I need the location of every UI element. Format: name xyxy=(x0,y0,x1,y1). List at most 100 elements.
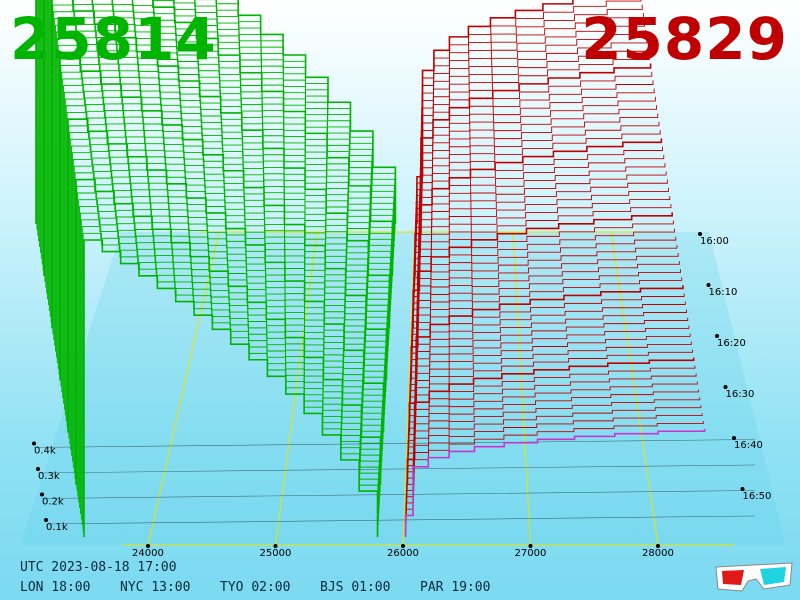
time-tick-label: 16:30 xyxy=(726,389,755,400)
ask-depth-curve xyxy=(405,397,701,514)
ask-depth-curve xyxy=(408,285,684,433)
volume-tick-marker xyxy=(44,518,48,522)
ask-depth-curve xyxy=(409,269,681,422)
price-tick-label: 24000 xyxy=(132,548,164,559)
ask-depth-curve xyxy=(408,309,687,451)
ask-depth-curve xyxy=(412,154,665,340)
volume-tick-label: 0.4k xyxy=(34,446,56,457)
ask-depth-curve xyxy=(404,429,706,537)
ask-depth-curve xyxy=(413,96,656,300)
ask-depth-curve xyxy=(411,204,672,375)
ask-depth-curve xyxy=(410,212,673,381)
price-tick-marker xyxy=(401,544,405,548)
price-tick-label: 28000 xyxy=(642,548,674,559)
ask-depth-curve xyxy=(414,71,653,282)
ask-depth-curve xyxy=(410,228,675,393)
volume-gridline xyxy=(45,515,756,525)
ask-depth-curve xyxy=(412,163,666,346)
volume-tick-marker xyxy=(40,492,44,497)
ask-depth-curve xyxy=(413,88,655,294)
ask-depth-curve xyxy=(412,146,664,335)
ask-depth-curve xyxy=(410,220,674,387)
clock-lon: LON 18:00 xyxy=(20,580,91,595)
volume-gridline xyxy=(37,464,756,474)
ask-depth-curve xyxy=(406,373,697,497)
time-tick-marker xyxy=(715,334,719,338)
ask-depth-curve xyxy=(415,38,648,259)
volume-tick-marker xyxy=(32,441,36,446)
ask-depth-curve xyxy=(409,261,680,416)
clock-bjs: BJS 01:00 xyxy=(320,580,391,595)
price-gridline xyxy=(147,231,220,546)
price-tick-marker xyxy=(528,544,533,548)
ask-depth-curve xyxy=(412,130,661,323)
ask-depth-curve xyxy=(416,0,574,224)
ask-depth-curve xyxy=(413,105,658,306)
ask-depth-curve xyxy=(411,179,668,358)
ask-depth-curve xyxy=(415,13,644,242)
time-tick-marker xyxy=(740,487,745,491)
ask-depth-curve xyxy=(406,365,696,491)
ask-depth-curve xyxy=(414,80,654,288)
ask-depth-curve xyxy=(407,333,691,468)
volume-tick-marker xyxy=(36,467,40,471)
time-tick-label: 16:40 xyxy=(734,440,763,451)
ask-depth-curve xyxy=(405,421,704,532)
ask-depth-curve xyxy=(409,253,679,410)
price-tick-label: 26000 xyxy=(387,548,419,559)
ask-depth-curve xyxy=(405,413,703,526)
time-tick-marker xyxy=(732,436,736,440)
price-tick-marker xyxy=(656,544,660,548)
clock-par: PAR 19:00 xyxy=(420,580,491,595)
ask-depth-curve xyxy=(409,244,678,404)
ask-price: 25829 xyxy=(581,5,788,73)
price-tick-label: 25000 xyxy=(260,548,292,559)
price-gridline xyxy=(275,231,318,546)
utc-timestamp: UTC 2023-08-18 17:00 xyxy=(20,560,177,575)
ask-depth-curve xyxy=(408,293,685,439)
clock-nyc: NYC 13:00 xyxy=(120,580,191,595)
time-tick-marker xyxy=(723,385,728,389)
price-tick-marker xyxy=(273,544,278,548)
ask-depth-curve xyxy=(407,349,693,480)
ask-depth-curve xyxy=(408,317,689,456)
ask-depth-curve xyxy=(411,187,670,364)
price-tick-label: 27000 xyxy=(515,548,547,559)
clock-tyo: TYO 02:00 xyxy=(220,580,291,595)
ask-depth-curve xyxy=(412,138,663,329)
volume-tick-label: 0.3k xyxy=(38,471,60,482)
ask-depth-curve xyxy=(413,121,660,317)
volume-tick-label: 0.2k xyxy=(42,497,64,508)
ask-depth-curve xyxy=(411,171,667,352)
ask-depth-curve xyxy=(406,389,699,509)
volume-tick-label: 0.1k xyxy=(46,522,68,533)
time-tick-label: 16:50 xyxy=(743,491,772,502)
time-tick-marker xyxy=(698,232,702,236)
volume-gridline xyxy=(41,490,756,499)
ask-depth-curve xyxy=(406,357,695,485)
ask-depth-curve xyxy=(416,4,643,236)
price-tick-marker xyxy=(146,544,150,548)
ask-depth-curve xyxy=(405,405,702,520)
ask-depth-curve xyxy=(409,277,683,427)
time-tick-label: 16:00 xyxy=(700,236,729,247)
ask-depth-curve xyxy=(408,301,686,445)
time-tick-label: 16:10 xyxy=(709,287,738,298)
time-tick-marker xyxy=(706,283,711,287)
ask-depth-curve xyxy=(410,236,677,398)
ask-depth-curve xyxy=(406,381,698,503)
ask-depth-curve xyxy=(415,46,649,265)
ask-depth-curve xyxy=(415,29,647,253)
ask-depth-curve xyxy=(414,63,652,277)
ask-depth-curve xyxy=(413,113,659,311)
ask-depth-curve xyxy=(415,21,646,248)
volume-gridline xyxy=(33,439,756,448)
ask-depth-curve xyxy=(411,195,671,369)
ask-depth-curve xyxy=(407,325,690,462)
time-tick-label: 16:20 xyxy=(717,338,746,349)
3d-glasses-icon[interactable] xyxy=(714,559,794,595)
ask-depth-curve xyxy=(407,341,692,474)
bid-depth-curve xyxy=(83,239,379,537)
bid-price: 25814 xyxy=(10,5,217,73)
